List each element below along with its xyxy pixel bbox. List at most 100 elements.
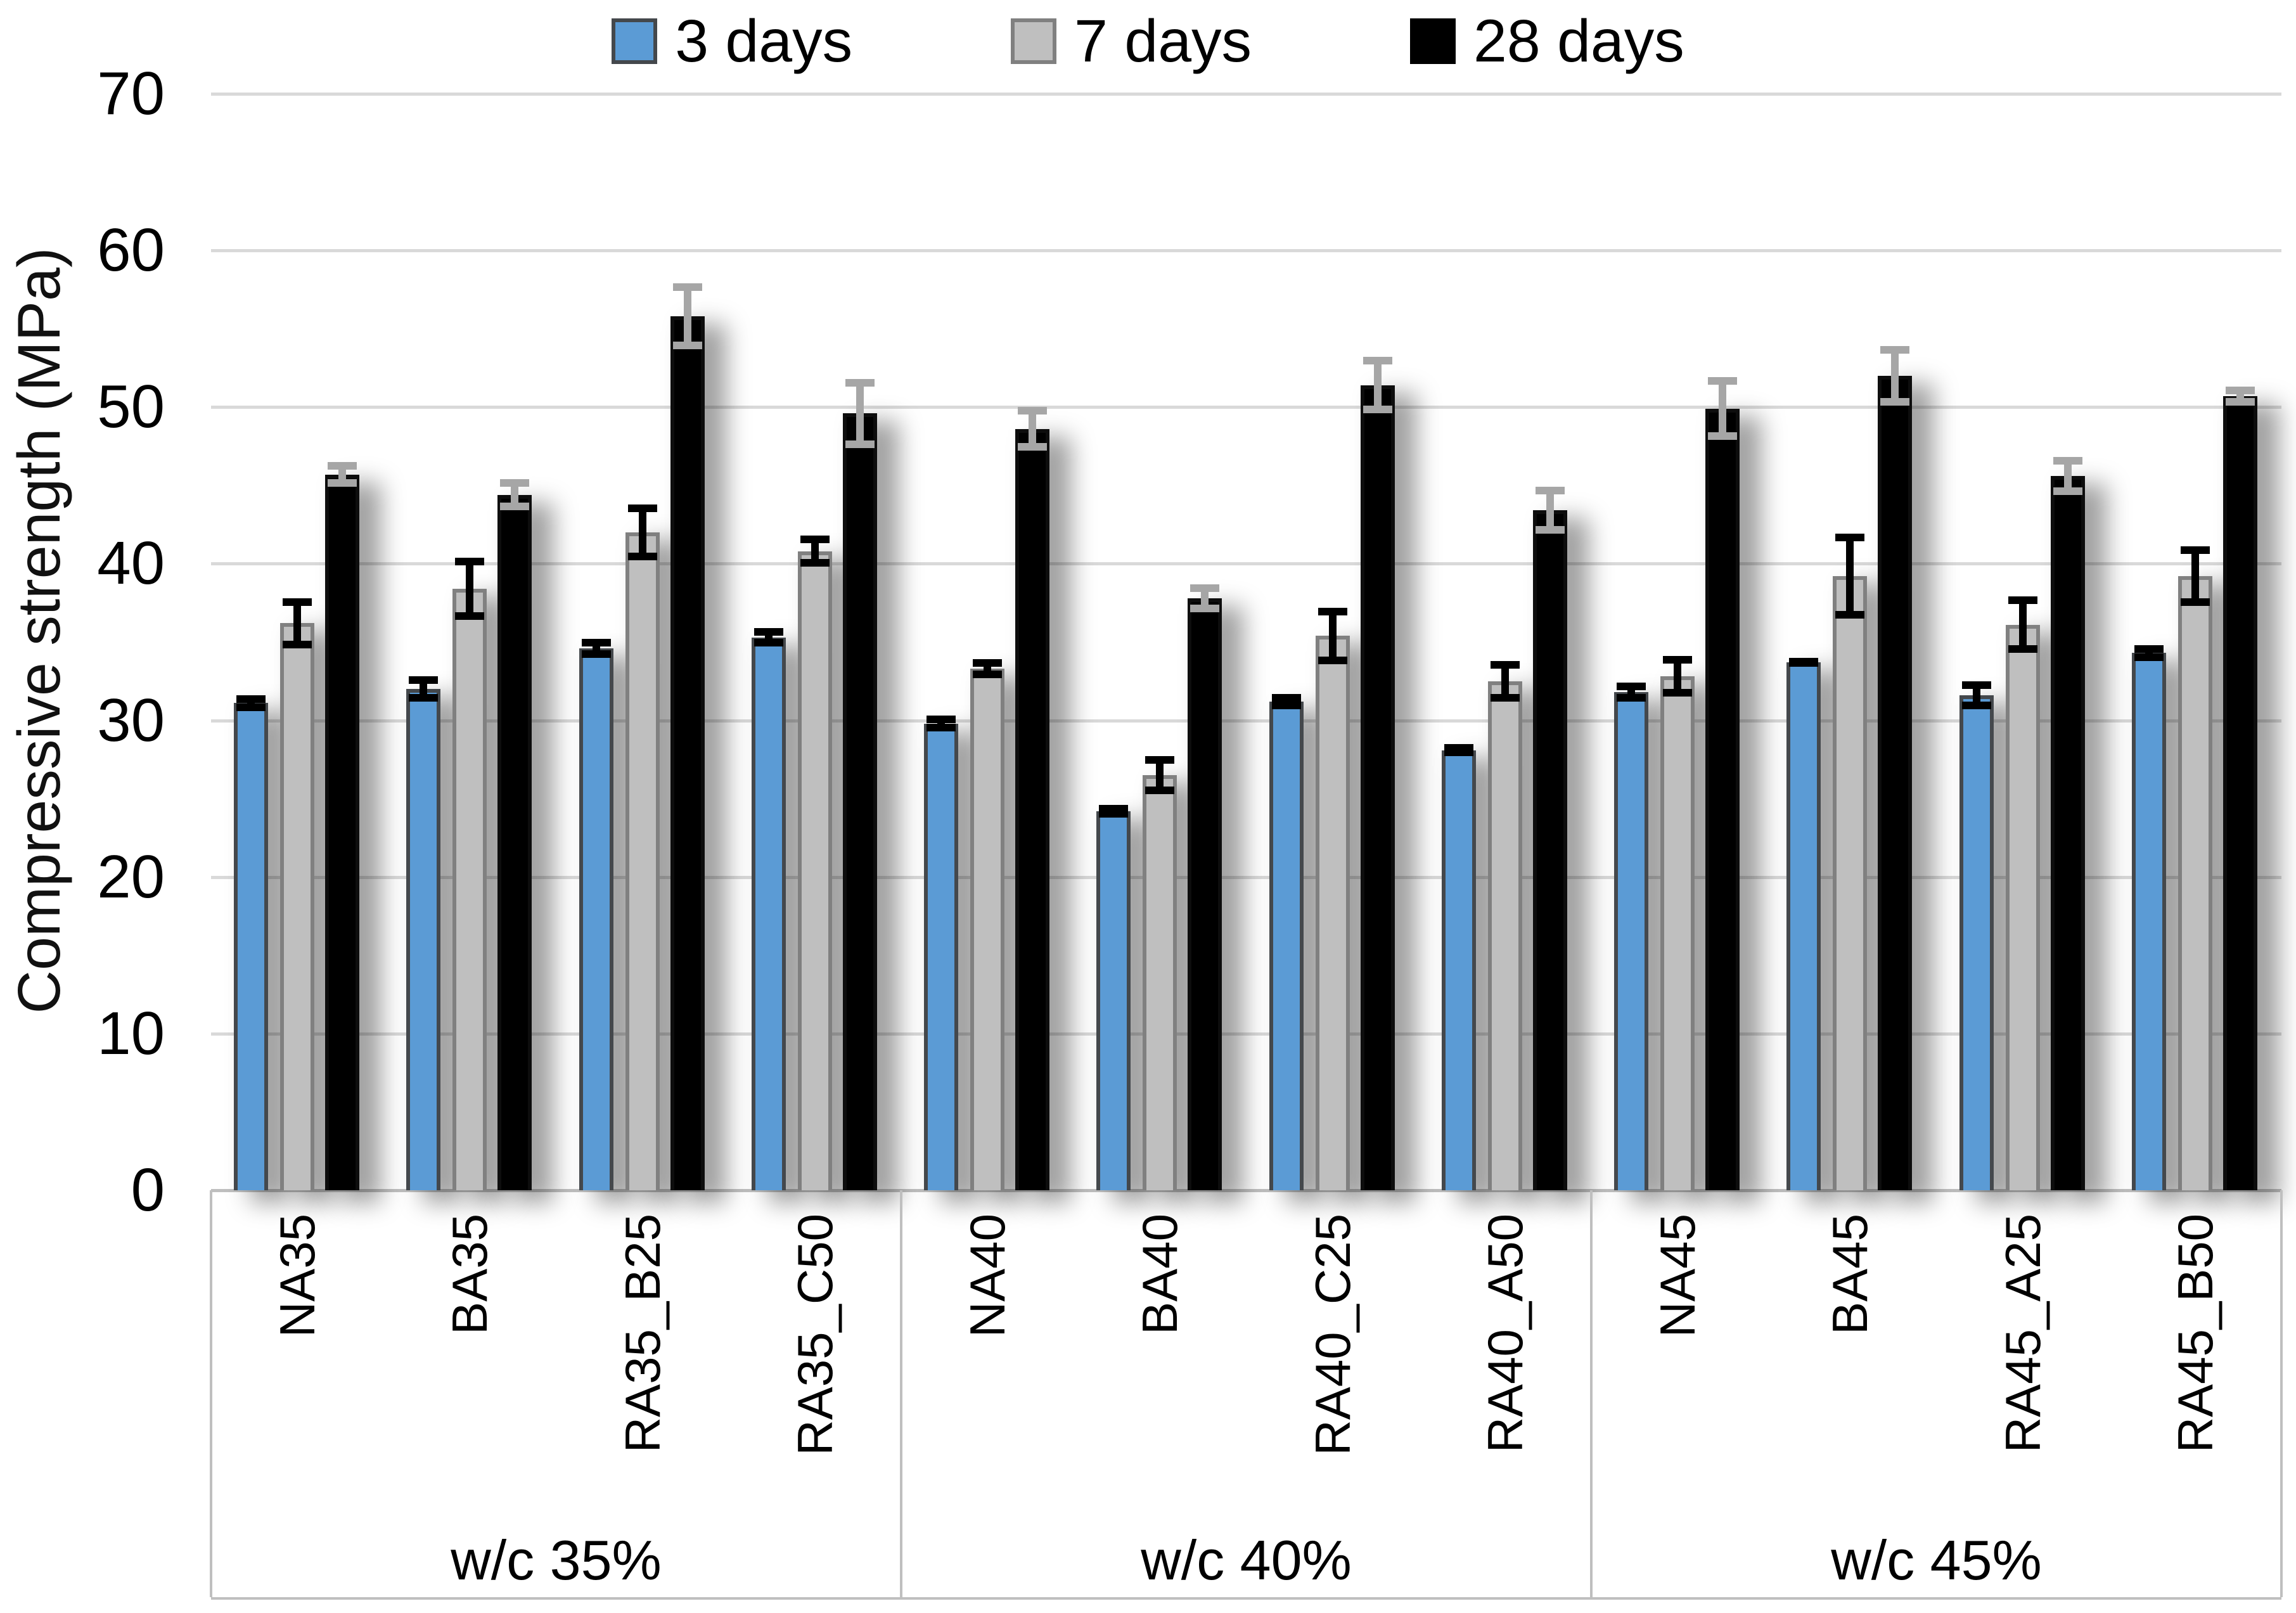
error-bar-RA45_B50-28days [2225, 387, 2255, 406]
error-bar-BA45-7days [1835, 534, 1865, 619]
error-bar-cap-top [2180, 546, 2210, 555]
y-tick-label-40: 40 [97, 529, 165, 598]
error-bar-cap-top [973, 659, 1003, 667]
error-bar-NA45-7days [1663, 656, 1693, 697]
bar-BA45-3days [1786, 662, 1821, 1190]
error-bar-cap-top [800, 535, 830, 543]
error-bar-cap-top [1535, 487, 1565, 495]
error-bar-cap-top [1018, 407, 1048, 415]
bar-NA40-3days [924, 723, 959, 1190]
error-bar-cap-top [328, 461, 357, 470]
bar-NA35-28days [325, 474, 360, 1190]
error-bar-BA35-28days [500, 479, 530, 511]
bar-BA35-28days [497, 494, 532, 1190]
error-bar-cap-top [581, 639, 611, 647]
error-bar-BA40-3days [1099, 805, 1129, 818]
category-label-NA45: NA45 [1649, 1214, 1705, 1338]
error-bar-cap-bottom [1880, 397, 1910, 406]
error-bar-RA35_B25-3days [581, 639, 611, 658]
error-bar-cap-top [283, 598, 312, 606]
bar-NA40-7days [970, 669, 1005, 1190]
bar-BA35-3days [406, 689, 441, 1190]
error-bar-RA45_B50-3days [2134, 645, 2164, 661]
error-bar-cap-bottom [672, 341, 702, 349]
error-bar-stem [2018, 596, 2027, 653]
error-bar-cap-bottom [1708, 432, 1738, 440]
bar-BA35-7days [452, 588, 487, 1190]
bar-RA40_A50-3days [1441, 750, 1476, 1190]
error-bar-BA35-3days [409, 676, 439, 702]
error-bar-stem [1719, 377, 1727, 440]
error-bar-cap-bottom [2053, 487, 2082, 495]
section-label-w-c-40-: w/c 40% [1141, 1529, 1352, 1591]
bar-RA40_A50-28days [1532, 510, 1567, 1190]
error-bar-cap-bottom [1271, 702, 1301, 710]
error-bar-cap-top [236, 695, 266, 704]
error-bar-RA45_B50-7days [2180, 546, 2210, 607]
error-bar-RA40_A50-7days [1490, 660, 1520, 702]
bar-NA45-3days [1614, 692, 1649, 1190]
category-label-NA40: NA40 [959, 1214, 1015, 1338]
error-bar-stem [1156, 756, 1164, 794]
bar-RA45_A25-7days [2005, 624, 2040, 1190]
error-bar-cap-top [1318, 607, 1347, 615]
legend-swatch-icon [1410, 18, 1456, 64]
y-tick-label-50: 50 [97, 373, 165, 441]
bar-RA35_B25-3days [579, 648, 613, 1190]
error-bar-cap-bottom [1318, 656, 1347, 664]
bar-RA35_C50-3days [751, 637, 786, 1190]
y-tick-label-0: 0 [131, 1156, 165, 1224]
category-label-BA45: BA45 [1821, 1214, 1878, 1335]
bar-NA45-7days [1660, 676, 1695, 1190]
legend-label: 3 days [675, 7, 853, 75]
error-bar-cap-bottom [1835, 610, 1865, 619]
error-bar-cap-top [1880, 345, 1910, 354]
bar-BA40-7days [1143, 775, 1177, 1190]
error-bar-cap-top [2053, 457, 2082, 465]
error-bar-cap-top [1363, 357, 1392, 365]
gridline-30 [211, 719, 2281, 723]
legend-swatch-icon [1011, 18, 1057, 64]
error-bar-BA35-7days [455, 557, 485, 620]
error-bar-cap-top [627, 504, 657, 512]
error-bar-cap-bottom [1190, 605, 1220, 613]
error-bar-RA35_C50-7days [800, 535, 830, 567]
error-bar-cap-bottom [2225, 397, 2255, 406]
error-bar-cap-bottom [2180, 598, 2210, 607]
legend-swatch-icon [612, 18, 658, 64]
error-bar-cap-top [927, 716, 956, 724]
error-bar-RA35_B25-28days [672, 283, 702, 349]
error-bar-cap-bottom [1145, 786, 1175, 794]
bar-NA40-28days [1015, 428, 1050, 1190]
error-bar-RA35_C50-28days [845, 378, 875, 448]
error-bar-cap-bottom [581, 650, 611, 658]
gridline-60 [211, 249, 2281, 253]
error-bar-cap-top [2225, 387, 2255, 395]
error-bar-cap-top [1271, 693, 1301, 702]
error-bar-stem [293, 598, 302, 648]
error-bar-cap-top [845, 378, 875, 387]
error-bar-cap-top [1145, 756, 1175, 764]
error-bar-NA40-28days [1018, 407, 1048, 451]
error-bar-stem [2191, 546, 2199, 607]
bar-RA40_C25-28days [1360, 385, 1395, 1190]
legend-item-7-days: 7 days [1011, 11, 1252, 72]
error-bar-cap-bottom [1617, 693, 1646, 702]
bar-RA40_C25-3days [1269, 701, 1304, 1190]
error-bar-stem [683, 283, 691, 349]
error-bar-cap-bottom [800, 559, 830, 567]
error-bar-cap-bottom [500, 503, 530, 511]
error-bar-cap-bottom [1444, 749, 1473, 757]
error-bar-stem [1891, 345, 1899, 406]
error-bar-cap-top [1835, 534, 1865, 542]
error-bar-cap-bottom [328, 479, 357, 487]
error-bar-NA35-28days [328, 461, 357, 487]
error-bar-BA45-3days [1789, 658, 1819, 667]
error-bar-stem [1501, 660, 1509, 702]
legend-label: 28 days [1473, 7, 1684, 75]
category-label-BA35: BA35 [441, 1214, 497, 1335]
bar-RA45_B50-28days [2222, 395, 2257, 1190]
error-bar-cap-bottom [1099, 809, 1129, 818]
error-bar-NA40-3days [927, 716, 956, 731]
y-axis-title: Compressive strength (MPa) [5, 247, 73, 1014]
